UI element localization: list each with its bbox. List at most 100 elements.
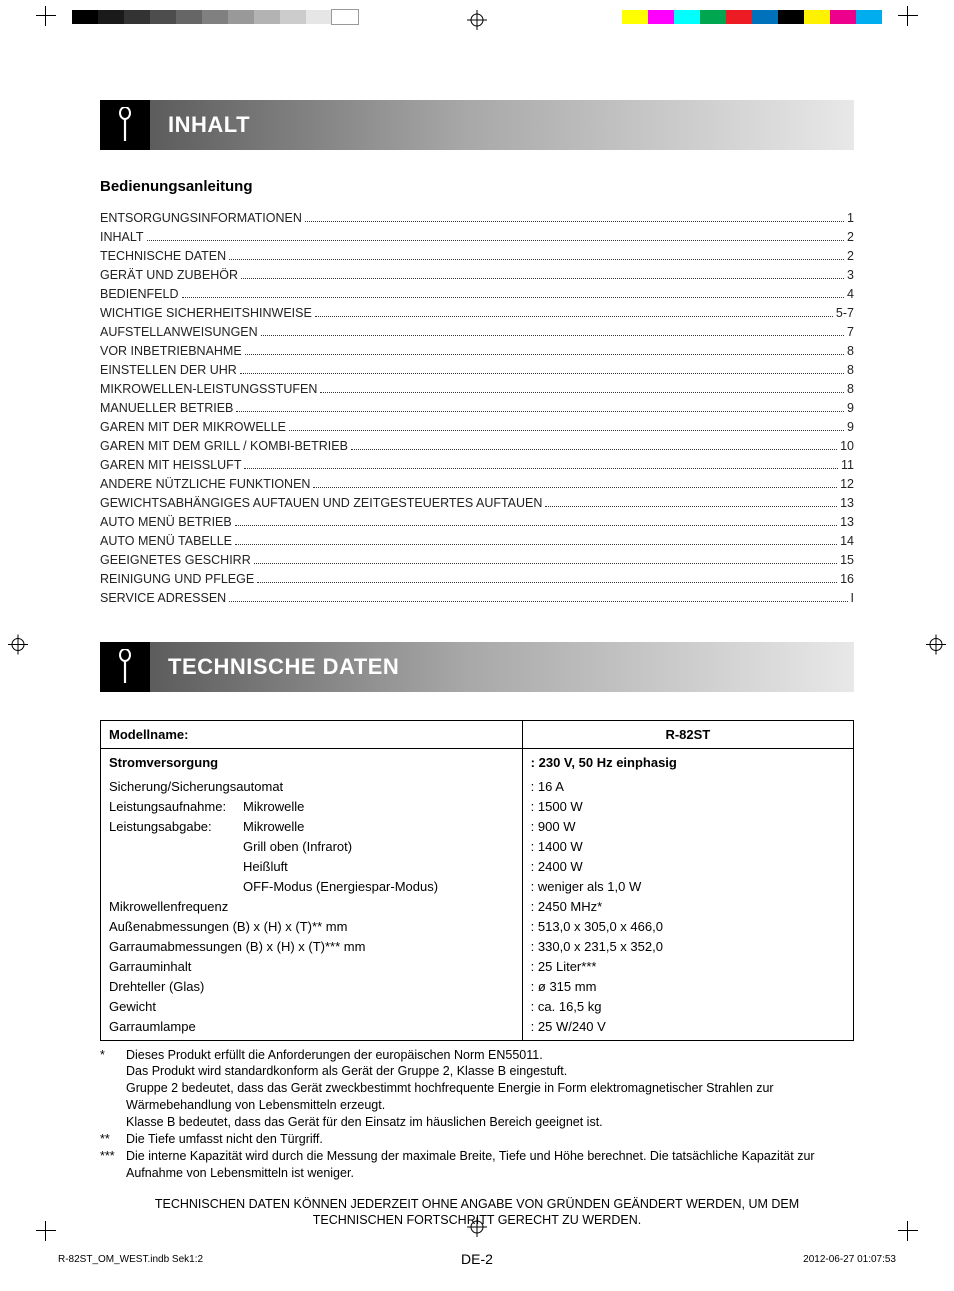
- table-row: Außenabmessungen (B) x (H) x (T)** mm: 5…: [101, 916, 854, 936]
- toc-row: GEEIGNETES GESCHIRR 15: [100, 551, 854, 570]
- toc-page: 14: [840, 532, 854, 551]
- toc-row: WICHTIGE SICHERHEITSHINWEISE 5-7: [100, 304, 854, 323]
- toc-leader-dots: [320, 392, 844, 393]
- toc-page: 5-7: [836, 304, 854, 323]
- toc-row: REINIGUNG UND PFLEGE 16: [100, 570, 854, 589]
- spec-label-sub: Mikrowelle: [243, 819, 304, 834]
- toc-label: REINIGUNG UND PFLEGE: [100, 570, 254, 589]
- grayscale-bar: [72, 10, 358, 24]
- swatch: [856, 10, 882, 24]
- toc-label: GAREN MIT HEISSLUFT: [100, 456, 241, 475]
- footnotes: *Dieses Produkt erfüllt die Anforderunge…: [100, 1047, 854, 1182]
- crop-mark: [898, 6, 918, 26]
- swatch: [726, 10, 752, 24]
- toc-page: 13: [840, 494, 854, 513]
- spec-value-cell: : ø 315 mm: [522, 976, 853, 996]
- registration-target-icon: [467, 10, 487, 30]
- swatch: [830, 10, 856, 24]
- spec-value-cell: : 900 W: [522, 816, 853, 836]
- toc-label: TECHNISCHE DATEN: [100, 247, 226, 266]
- toc-row: AUFSTELLANWEISUNGEN 7: [100, 323, 854, 342]
- toc-row: GAREN MIT HEISSLUFT 11: [100, 456, 854, 475]
- table-row: Sicherung/Sicherungsautomat: 16 A: [101, 776, 854, 796]
- spec-label-cell: Mikrowellenfrequenz: [101, 896, 523, 916]
- toc-leader-dots: [241, 278, 844, 279]
- footnote-mark: *: [100, 1047, 126, 1131]
- toc-page: 4: [847, 285, 854, 304]
- swatch: [98, 10, 124, 24]
- table-row: Leistungsaufnahme:Mikrowelle: 1500 W: [101, 796, 854, 816]
- toc-page: 8: [847, 380, 854, 399]
- toc-leader-dots: [313, 487, 837, 488]
- registration-target-icon: [8, 634, 28, 657]
- toc-page: 8: [847, 361, 854, 380]
- section-header-technische-daten: TECHNISCHE DATEN: [100, 642, 854, 692]
- swatch: [778, 10, 804, 24]
- toc-leader-dots: [182, 297, 845, 298]
- toc-label: VOR INBETRIEBNAHME: [100, 342, 242, 361]
- swatch: [280, 10, 306, 24]
- spec-value-cell: : 2400 W: [522, 856, 853, 876]
- spec-label-cell: Leistungsaufnahme:Mikrowelle: [101, 796, 523, 816]
- footnote-text: Die Tiefe umfasst nicht den Türgriff.: [126, 1131, 323, 1148]
- table-row: OFF-Modus (Energiespar-Modus) : weniger a…: [101, 876, 854, 896]
- swatch: [202, 10, 228, 24]
- footnote-mark: ***: [100, 1148, 126, 1182]
- toc-page: 11: [841, 456, 854, 475]
- toc-label: SERVICE ADRESSEN: [100, 589, 226, 608]
- page-content: INHALT Bedienungsanleitung ENTSORGUNGSIN…: [100, 100, 854, 1171]
- toc-leader-dots: [240, 373, 844, 374]
- toc-label: INHALT: [100, 228, 144, 247]
- toc-row: MANUELLER BETRIEB 9: [100, 399, 854, 418]
- spec-label-cell: Leistungsabgabe:Mikrowelle: [101, 816, 523, 836]
- toc-page: 12: [840, 475, 854, 494]
- spec-label-main: Leistungsaufnahme:: [109, 799, 243, 814]
- registration-target-icon: [926, 634, 946, 657]
- spec-label-sub: OFF-Modus (Energiespar-Modus): [243, 879, 438, 894]
- toc-label: WICHTIGE SICHERHEITSHINWEISE: [100, 304, 312, 323]
- imprint-date: 2012-06-27 01:07:53: [803, 1254, 896, 1265]
- table-row: Garraumabmessungen (B) x (H) x (T)*** mm…: [101, 936, 854, 956]
- spec-label-sub: Grill oben (Infrarot): [243, 839, 352, 854]
- toc-row: GAREN MIT DEM GRILL / KOMBI-BETRIEB 10: [100, 437, 854, 456]
- toc-page: 10: [840, 437, 854, 456]
- spec-value-cell: : 1400 W: [522, 836, 853, 856]
- spec-label-cell: Grill oben (Infrarot): [101, 836, 523, 856]
- toc-page: 16: [840, 570, 854, 589]
- footnote: *Dieses Produkt erfüllt die Anforderunge…: [100, 1047, 854, 1131]
- toc-leader-dots: [315, 316, 833, 317]
- toc-label: ENTSORGUNGSINFORMATIONEN: [100, 209, 302, 228]
- toc-page: 2: [847, 247, 854, 266]
- spec-label-main: Leistungsabgabe:: [109, 819, 243, 834]
- footnote: **Die Tiefe umfasst nicht den Türgriff.: [100, 1131, 854, 1148]
- toc-page: 13: [840, 513, 854, 532]
- toc-label: ANDERE NÜTZLICHE FUNKTIONEN: [100, 475, 310, 494]
- toc-leader-dots: [235, 525, 837, 526]
- toc-label: MANUELLER BETRIEB: [100, 399, 233, 418]
- spec-value-cell: : weniger als 1,0 W: [522, 876, 853, 896]
- swatch: [804, 10, 830, 24]
- footnote-text: Die interne Kapazität wird durch die Mes…: [126, 1148, 854, 1182]
- toc-label: GERÄT UND ZUBEHÖR: [100, 266, 238, 285]
- toc-page: 15: [840, 551, 854, 570]
- toc-page: 7: [847, 323, 854, 342]
- table-row: Stromversorgung: 230 V, 50 Hz einphasig: [101, 749, 854, 777]
- footnote: ***Die interne Kapazität wird durch die …: [100, 1148, 854, 1182]
- spec-label-sub: Mikrowelle: [243, 799, 304, 814]
- toc-label: GEEIGNETES GESCHIRR: [100, 551, 251, 570]
- table-row: Modellname: R-82ST: [101, 721, 854, 749]
- toc-row: SERVICE ADRESSEN I: [100, 589, 854, 608]
- spec-label-sub: Heißluft: [243, 859, 288, 874]
- toc-leader-dots: [147, 240, 845, 241]
- spec-value-cell: : 330,0 x 231,5 x 352,0: [522, 936, 853, 956]
- section-header-inhalt: INHALT: [100, 100, 854, 150]
- toc-page: 9: [847, 418, 854, 437]
- spec-label-cell: Heißluft: [101, 856, 523, 876]
- swatch: [228, 10, 254, 24]
- swatch: [254, 10, 280, 24]
- swatch: [648, 10, 674, 24]
- toc-page: I: [851, 589, 854, 608]
- footnote-mark: **: [100, 1131, 126, 1148]
- swatch: [752, 10, 778, 24]
- toc-leader-dots: [257, 582, 837, 583]
